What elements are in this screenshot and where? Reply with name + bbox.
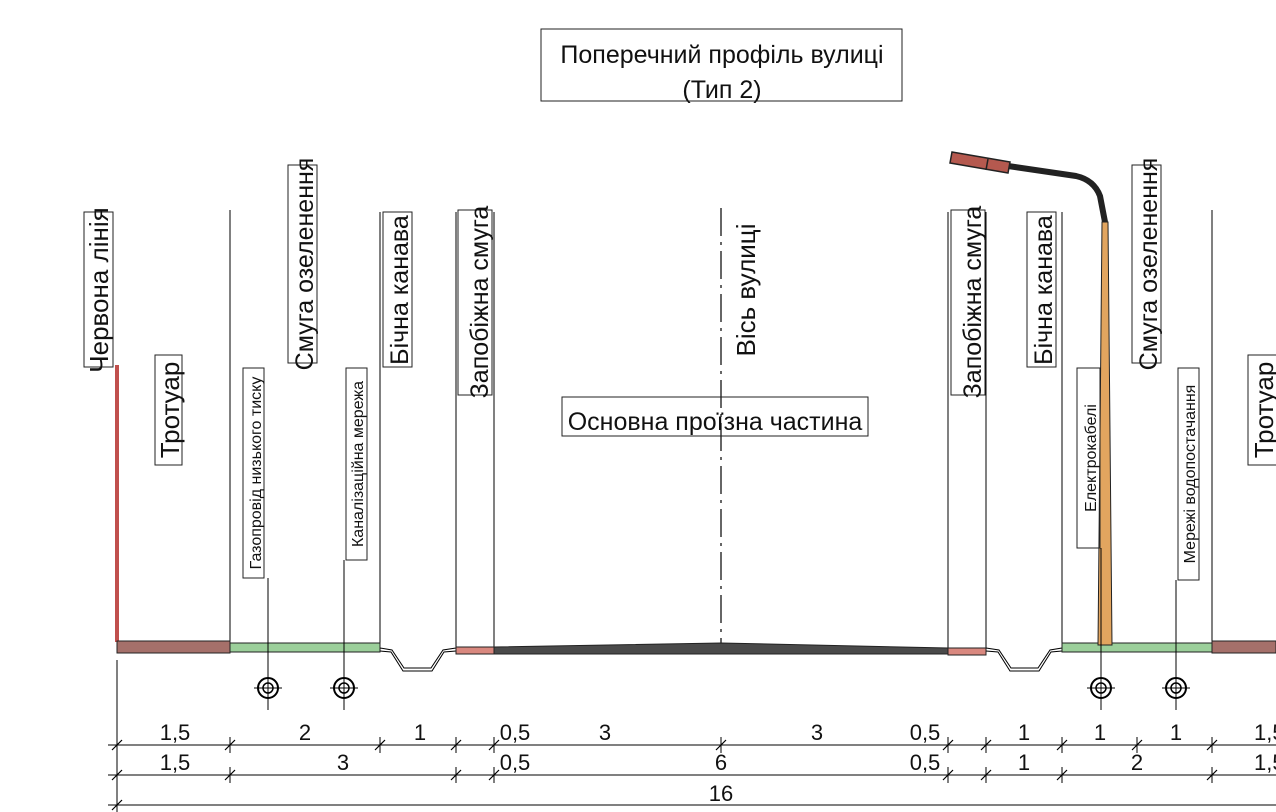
ditch-left-profile (379, 647, 457, 669)
dimension-value: 1 (414, 720, 426, 745)
dimension-value: 3 (337, 750, 349, 775)
sidewalk-label: Тротуар (155, 362, 185, 459)
green-strip-right-label-frame (1131, 164, 1162, 364)
red-line-label: Червона лінія (84, 207, 114, 372)
dimension-value: 1,5 (1254, 720, 1276, 745)
ditch-left-profile (379, 650, 457, 672)
dimension-value: 3 (599, 720, 611, 745)
sidewalk-right-surface (1211, 640, 1276, 654)
dimension-value: 3 (811, 720, 823, 745)
sidewalk-right-label: Тротуар (1249, 362, 1276, 459)
safety-strip-right-label-frame (950, 209, 986, 396)
green-strip-left-label: Смуга озеленення (291, 158, 319, 371)
lamp-post-icon (1097, 221, 1113, 646)
dimension-value: 2 (299, 720, 311, 745)
red-line-label-frame (83, 211, 114, 368)
dimension-value: 0,5 (910, 720, 941, 745)
water-supply-label-frame (1177, 367, 1200, 581)
lamp-head-icon (949, 151, 1011, 174)
sidewalk-label-frame (154, 354, 183, 466)
water-supply-icon (1162, 677, 1190, 699)
green-strip-right-label: Смуга озеленення (1135, 158, 1163, 371)
sewer-icon (330, 677, 358, 699)
electric-cables-label: Електрокабелі (1083, 404, 1100, 512)
title-frame (540, 28, 903, 102)
safety-strip-left-surface (455, 646, 495, 655)
carriageway-label: Основна проїзна частина (568, 408, 863, 436)
dimension-value: 2 (1131, 750, 1143, 775)
title-line2: (Тип 2) (682, 76, 761, 104)
electric-cables-label-frame (1076, 367, 1101, 549)
green-strip-left-label-frame (287, 164, 318, 364)
dimension-value: 1 (1018, 720, 1030, 745)
lamp-arm-icon (1007, 163, 1108, 223)
dimension-value: 1,5 (1254, 750, 1276, 775)
dimension-value: 1 (1170, 720, 1182, 745)
gas-pipe-label: Газопровід низького тиску (248, 377, 265, 570)
ditch-right-profile (985, 650, 1063, 672)
gas-pipe-icon (254, 677, 282, 699)
safety-strip-left-label: Запобіжна смуга (466, 206, 494, 399)
dimension-ticks-row3 (111, 797, 123, 812)
electric-cables-icon (1087, 677, 1115, 699)
carriageway-surface (493, 642, 949, 655)
carriageway-label-frame (561, 396, 869, 437)
street-axis-label: Вісь вулиці (731, 224, 761, 357)
sidewalk-right-label-frame (1247, 354, 1276, 466)
dimension-value-total: 16 (709, 781, 733, 806)
dimension-ticks-row1 (111, 737, 1218, 753)
lamp-head-icon (985, 158, 989, 171)
dimension-value: 0,5 (500, 720, 531, 745)
title-line1: Поперечний профіль вулиці (560, 41, 883, 69)
green-strip-right-surface (1061, 642, 1213, 653)
dimension-ticks-row2 (111, 767, 1218, 783)
ditch-left-label-frame (382, 211, 413, 368)
dimension-value: 1,5 (160, 750, 191, 775)
safety-strip-right-label: Запобіжна смуга (959, 206, 987, 399)
dimension-value: 1 (1018, 750, 1030, 775)
dimension-value: 6 (715, 750, 727, 775)
ditch-right-label: Бічна канава (1030, 215, 1058, 365)
safety-strip-right-surface (947, 647, 987, 656)
gas-pipe-label-frame (242, 367, 265, 579)
dimension-value: 1,5 (160, 720, 191, 745)
ditch-left-label: Бічна канава (386, 215, 414, 365)
sewer-label-frame (345, 367, 368, 561)
ditch-right-profile (985, 647, 1063, 669)
dimension-value: 0,5 (500, 750, 531, 775)
sewer-label: Каналізаційна мережа (350, 381, 367, 547)
safety-strip-left-label-frame (457, 209, 493, 396)
sidewalk-left-surface (116, 640, 231, 654)
water-supply-label: Мережі водопостачання (1182, 385, 1199, 564)
ditch-right-label-frame (1026, 211, 1057, 368)
dimension-value: 1 (1094, 720, 1106, 745)
green-strip-left-surface (229, 642, 381, 653)
dimension-value: 0,5 (910, 750, 941, 775)
